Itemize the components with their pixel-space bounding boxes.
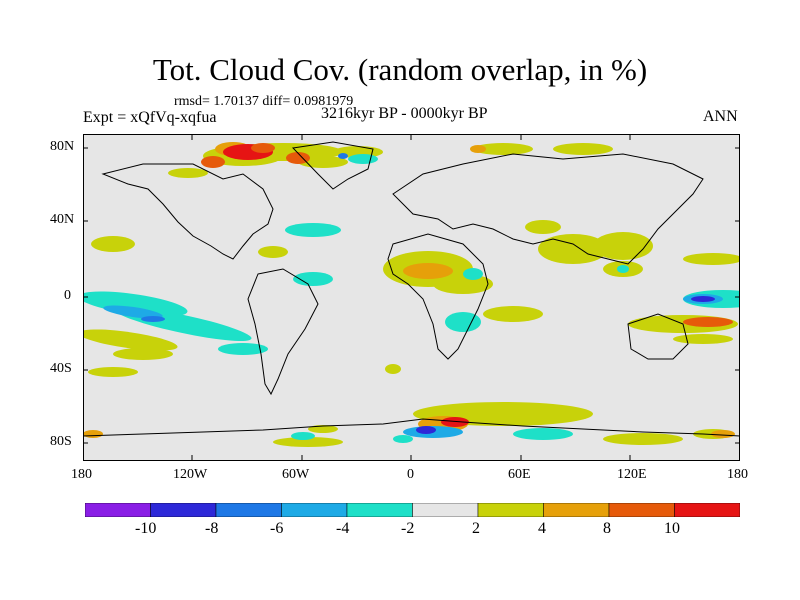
colorbar-label-neg2: -2 xyxy=(401,520,415,537)
colorbar-label-8: 8 xyxy=(603,520,611,537)
colorbar-label-2: 2 xyxy=(472,520,480,537)
coastline-africa xyxy=(387,233,489,360)
colorbar-label-neg6: -6 xyxy=(270,520,284,537)
colorbar-segment-2 xyxy=(150,502,217,518)
coastline-north-america xyxy=(101,163,274,260)
colorbar-segment-5 xyxy=(346,502,413,518)
season-label: ANN xyxy=(703,108,738,125)
colorbar-segment-4 xyxy=(281,502,348,518)
lon-label-180e: 180 xyxy=(727,467,748,482)
lon-label-120e: 120E xyxy=(617,467,647,482)
period-label: 3216kyr BP - 0000kyr BP xyxy=(321,105,488,122)
lat-label-40n: 40N xyxy=(50,212,75,227)
colorbar-segment-1 xyxy=(84,502,151,518)
colorbar-segment-8 xyxy=(543,502,610,518)
lon-label-180w: 180 xyxy=(71,467,92,482)
coastline-antarctica xyxy=(83,418,740,437)
coastline-greenland xyxy=(291,141,374,190)
colorbar xyxy=(84,502,741,518)
colorbar-label-neg10: -10 xyxy=(135,520,157,537)
negative-anomaly-patches xyxy=(83,153,740,443)
colorbar-segment-3 xyxy=(215,502,282,518)
colorbar-label-neg8: -8 xyxy=(205,520,219,537)
lon-label-60w: 60W xyxy=(282,467,310,482)
coastline-south-america xyxy=(247,268,319,396)
lon-label-120w: 120W xyxy=(173,467,208,482)
colorbar-segment-9 xyxy=(608,502,675,518)
coastline-australia xyxy=(627,313,689,360)
map-background xyxy=(83,134,740,461)
colorbar-label-4: 4 xyxy=(538,520,546,537)
coastlines xyxy=(83,141,740,437)
lat-label-80n: 80N xyxy=(50,139,75,154)
colorbar-label-neg4: -4 xyxy=(336,520,350,537)
experiment-label: Expt = xQfVq-xqfua xyxy=(83,109,217,126)
colorbar-segment-6 xyxy=(412,502,479,518)
map-frame xyxy=(83,134,740,461)
cloud-cover-map xyxy=(83,134,740,461)
coastline-eurasia xyxy=(392,153,704,265)
stats-line: rmsd= 1.70137 diff= 0.0981979 xyxy=(174,94,354,109)
lon-label-60e: 60E xyxy=(508,467,531,482)
colorbar-segment-7 xyxy=(477,502,544,518)
plot-title: Tot. Cloud Cov. (random overlap, in %) xyxy=(152,52,648,87)
lon-label-0: 0 xyxy=(407,467,414,482)
colorbar-segment-10 xyxy=(674,502,741,518)
positive-anomaly-patches xyxy=(83,143,740,447)
lat-label-80s: 80S xyxy=(50,434,72,449)
lat-label-0: 0 xyxy=(64,288,71,303)
lat-label-40s: 40S xyxy=(50,361,72,376)
colorbar-label-10: 10 xyxy=(664,520,680,537)
